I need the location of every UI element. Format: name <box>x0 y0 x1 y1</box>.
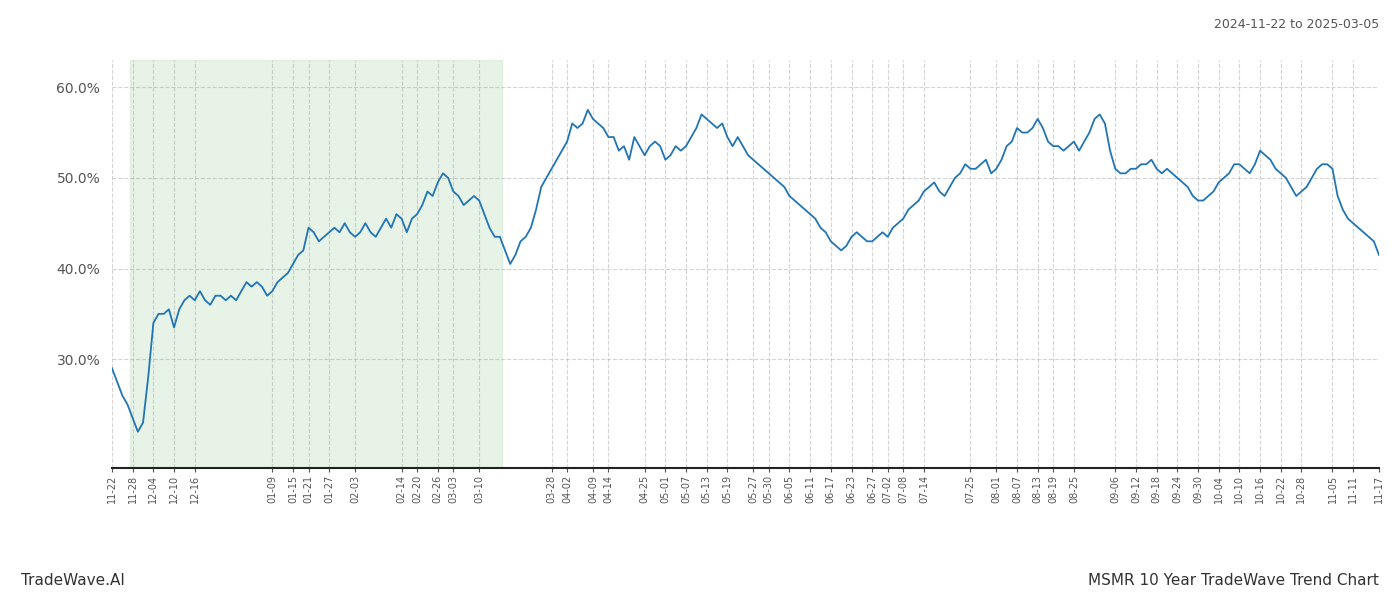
Bar <box>130 60 503 468</box>
Text: 2024-11-22 to 2025-03-05: 2024-11-22 to 2025-03-05 <box>1214 18 1379 31</box>
Text: MSMR 10 Year TradeWave Trend Chart: MSMR 10 Year TradeWave Trend Chart <box>1088 573 1379 588</box>
Text: TradeWave.AI: TradeWave.AI <box>21 573 125 588</box>
